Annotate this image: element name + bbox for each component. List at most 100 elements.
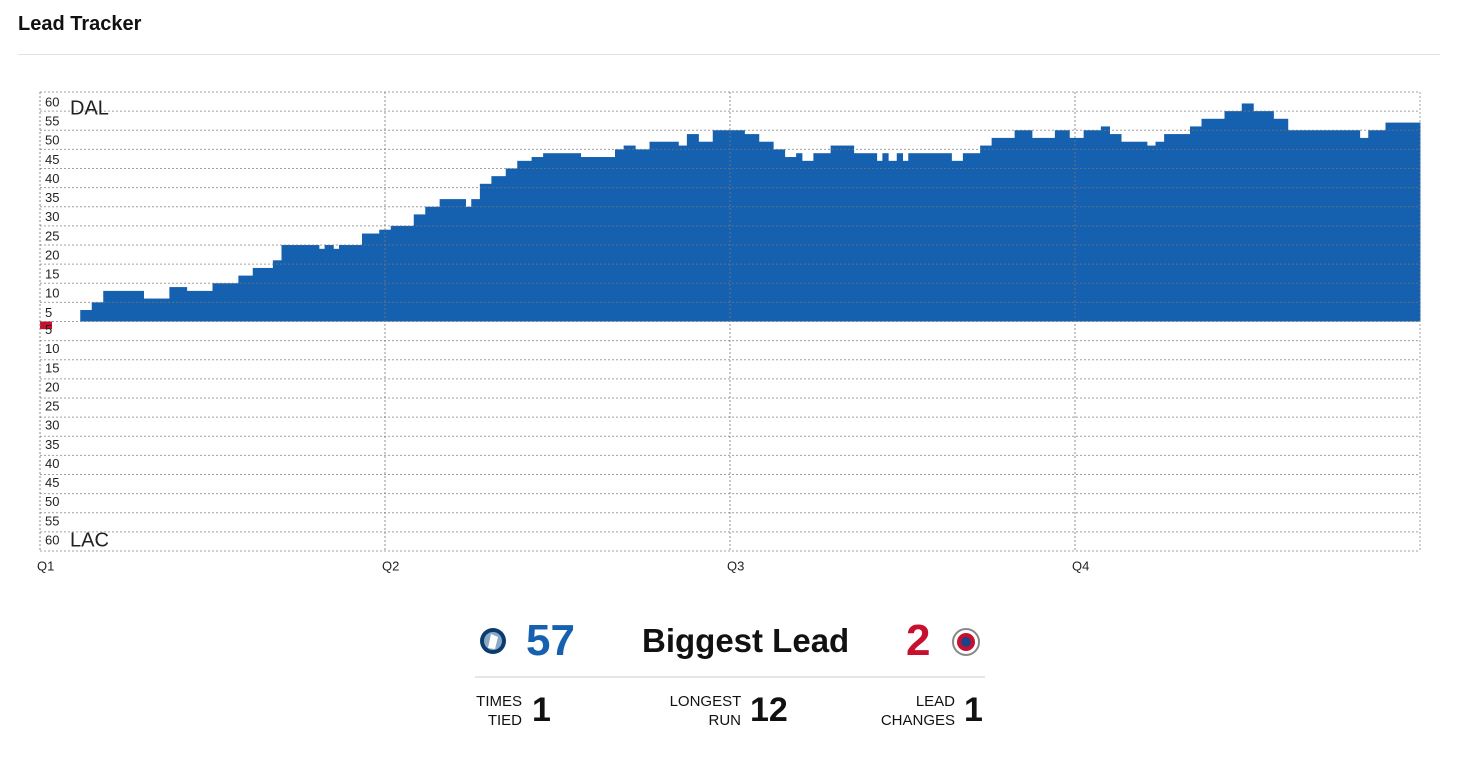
- lead-step: [143, 298, 170, 322]
- lead-step: [1273, 118, 1289, 322]
- y-tick-label: 50: [45, 133, 59, 148]
- lead-step: [252, 267, 274, 322]
- lead-step: [801, 160, 814, 322]
- x-tick-label: Q2: [382, 558, 399, 573]
- lead-step: [882, 153, 889, 322]
- lead-step: [876, 160, 883, 322]
- lead-step: [362, 233, 380, 322]
- y-tick-label: 30: [45, 209, 59, 224]
- lead-step: [1146, 145, 1156, 322]
- lead-step: [758, 141, 774, 322]
- lead-step: [103, 290, 144, 322]
- lead-step: [91, 302, 104, 322]
- divider: [475, 676, 985, 678]
- y-tick-label: 20: [45, 247, 59, 262]
- lead-step: [1385, 122, 1421, 322]
- lead-step: [1014, 130, 1033, 322]
- lead-step: [543, 153, 581, 322]
- stat-label: TIMES TIED: [476, 693, 522, 729]
- divider: [18, 54, 1440, 55]
- lead-step: [1100, 126, 1110, 322]
- x-tick-label: Q1: [37, 558, 54, 573]
- lead-step: [888, 160, 898, 322]
- lead-step: [902, 160, 909, 322]
- away-biggest-lead: 2: [906, 616, 931, 665]
- y-tick-label: 60: [45, 94, 59, 109]
- lead-step: [439, 199, 466, 322]
- lead-step: [1069, 137, 1085, 322]
- lead-step: [796, 153, 803, 322]
- y-tick-label: 45: [45, 475, 59, 490]
- stat-label: LONGEST RUN: [669, 693, 742, 729]
- y-tick-label: 35: [45, 190, 59, 205]
- lead-step: [1224, 111, 1243, 322]
- y-tick-label: 30: [45, 418, 59, 433]
- lead-step: [169, 287, 188, 322]
- lead-step: [784, 157, 797, 322]
- stat-value: 12: [750, 691, 788, 729]
- dal-logo: [480, 628, 506, 654]
- lead-step: [1359, 137, 1369, 322]
- lead-step: [991, 137, 1016, 322]
- lead-step: [623, 145, 636, 322]
- lead-step: [40, 321, 52, 330]
- lead-step: [1164, 134, 1191, 322]
- y-tick-label: 20: [45, 379, 59, 394]
- y-tick-label: 55: [45, 114, 59, 129]
- y-tick-label: 50: [45, 494, 59, 509]
- lead-step: [333, 248, 340, 322]
- y-tick-label: 15: [45, 360, 59, 375]
- lead-step: [339, 245, 363, 322]
- lead-step: [951, 160, 964, 322]
- lead-step: [698, 141, 714, 322]
- lead-step: [1031, 137, 1056, 322]
- lead-step: [272, 260, 282, 322]
- team-label: LAC: [70, 529, 109, 551]
- x-tick-label: Q3: [727, 558, 744, 573]
- y-tick-label: 5: [45, 322, 52, 337]
- lead-step: [471, 199, 481, 322]
- lead-step: [186, 290, 213, 322]
- lead-step: [1253, 111, 1274, 322]
- lead-step: [505, 168, 518, 322]
- lac-logo: [952, 628, 980, 656]
- y-tick-label: 60: [45, 532, 59, 547]
- lead-step: [908, 153, 952, 322]
- y-tick-label: 10: [45, 341, 59, 356]
- lead-step: [491, 176, 507, 322]
- stat-value: 1: [532, 691, 551, 729]
- lead-step: [580, 157, 616, 322]
- lead-step: [318, 248, 326, 322]
- y-tick-label: 5: [45, 305, 52, 320]
- lead-step: [1109, 134, 1122, 322]
- y-tick-label: 25: [45, 399, 59, 414]
- lead-step: [390, 225, 415, 322]
- lead-step: [773, 149, 786, 322]
- lead-step: [962, 153, 981, 322]
- x-tick-label: Q4: [1072, 558, 1089, 573]
- lead-step: [1121, 141, 1148, 322]
- lead-step: [744, 134, 760, 322]
- y-tick-label: 55: [45, 513, 59, 528]
- y-tick-label: 45: [45, 152, 59, 167]
- lead-step: [379, 229, 392, 322]
- lead-step: [1190, 126, 1202, 322]
- lead-step: [853, 153, 878, 322]
- section-title: Lead Tracker: [18, 13, 142, 35]
- stat-label: LEAD CHANGES: [880, 693, 955, 729]
- lead-step: [1054, 130, 1070, 322]
- lead-step: [813, 153, 832, 322]
- y-tick-label: 10: [45, 286, 59, 301]
- lead-step: [678, 145, 688, 322]
- stat-value: 1: [964, 691, 983, 729]
- biggest-lead-label: Biggest Lead: [642, 622, 850, 659]
- lead-step: [479, 183, 492, 322]
- lead-step: [531, 157, 544, 322]
- lead-step: [615, 149, 625, 322]
- lead-step: [830, 145, 855, 322]
- lead-step: [80, 310, 93, 322]
- lead-step: [686, 134, 699, 322]
- lead-step: [980, 145, 993, 322]
- y-tick-label: 40: [45, 456, 59, 471]
